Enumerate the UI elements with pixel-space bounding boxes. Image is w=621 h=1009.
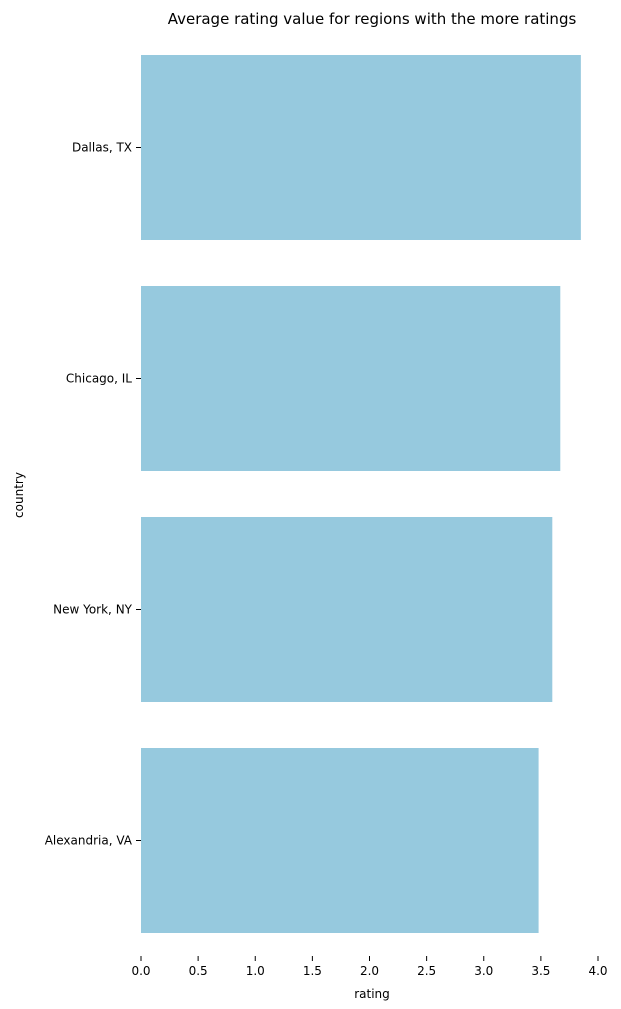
x-tick-label: 0.5 — [189, 964, 208, 978]
x-tick-label: 0.0 — [131, 964, 150, 978]
x-axis-label: rating — [354, 987, 390, 1001]
y-tick-label-chicago-il: Chicago, IL — [66, 372, 132, 386]
bars-group — [141, 55, 581, 933]
x-tick-label: 2.5 — [417, 964, 436, 978]
x-tick-label: 3.0 — [474, 964, 493, 978]
x-tick-label: 1.0 — [246, 964, 265, 978]
x-tick-label: 2.0 — [360, 964, 379, 978]
chart-title: Average rating value for regions with th… — [168, 10, 577, 28]
y-axis-label: country — [12, 472, 26, 518]
bar-new-york-ny — [141, 517, 553, 702]
x-tick-label: 1.5 — [303, 964, 322, 978]
bar-dallas-tx — [141, 55, 581, 240]
x-tick-label: 4.0 — [588, 964, 607, 978]
bar-chicago-il — [141, 286, 561, 471]
y-axis-ticks: Dallas, TX Chicago, IL New York, NY Alexand… — [45, 141, 141, 848]
y-tick-label-alexandria-va: Alexandria, VA — [45, 834, 133, 848]
y-tick-label-dallas-tx: Dallas, TX — [72, 141, 132, 155]
x-tick-label: 3.5 — [531, 964, 550, 978]
x-axis-ticks: 0.0 0.5 1.0 1.5 2.0 2.5 3.0 3.5 4.0 — [131, 956, 608, 978]
bar-alexandria-va — [141, 748, 539, 933]
y-tick-label-new-york-ny: New York, NY — [53, 603, 133, 617]
